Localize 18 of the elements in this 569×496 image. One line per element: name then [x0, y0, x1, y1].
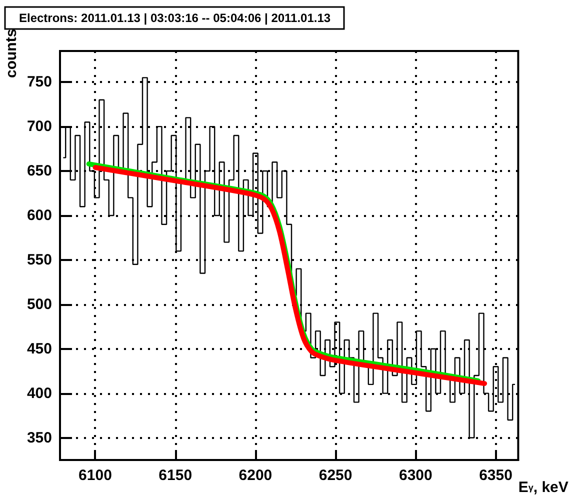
y-tick-label: 700 [26, 118, 52, 136]
x-axis-title: Eγ, keV [518, 479, 568, 496]
x-tick-label: 6250 [318, 467, 352, 484]
x-tick-label: 6150 [158, 467, 192, 484]
y-tick-label: 400 [26, 384, 52, 402]
y-tick-label: 650 [26, 162, 52, 180]
y-tick-label: 600 [26, 206, 52, 224]
y-tick-label: 350 [26, 429, 52, 446]
chart-title: Electrons: 2011.01.13 | 03:03:16 -- 05:04:06 | 2011.01.13 [19, 11, 331, 25]
y-axis-title: counts [3, 28, 20, 78]
x-tick-label: 6300 [398, 467, 432, 484]
y-tick-label: 750 [26, 74, 52, 91]
x-tick-label: 6100 [78, 467, 112, 484]
x-tick-label: 6200 [238, 467, 272, 484]
y-tick-label: 500 [26, 296, 52, 313]
x-tick-label: 6350 [479, 467, 512, 484]
y-tick-label: 450 [26, 340, 52, 358]
y-tick-label: 550 [26, 251, 52, 268]
